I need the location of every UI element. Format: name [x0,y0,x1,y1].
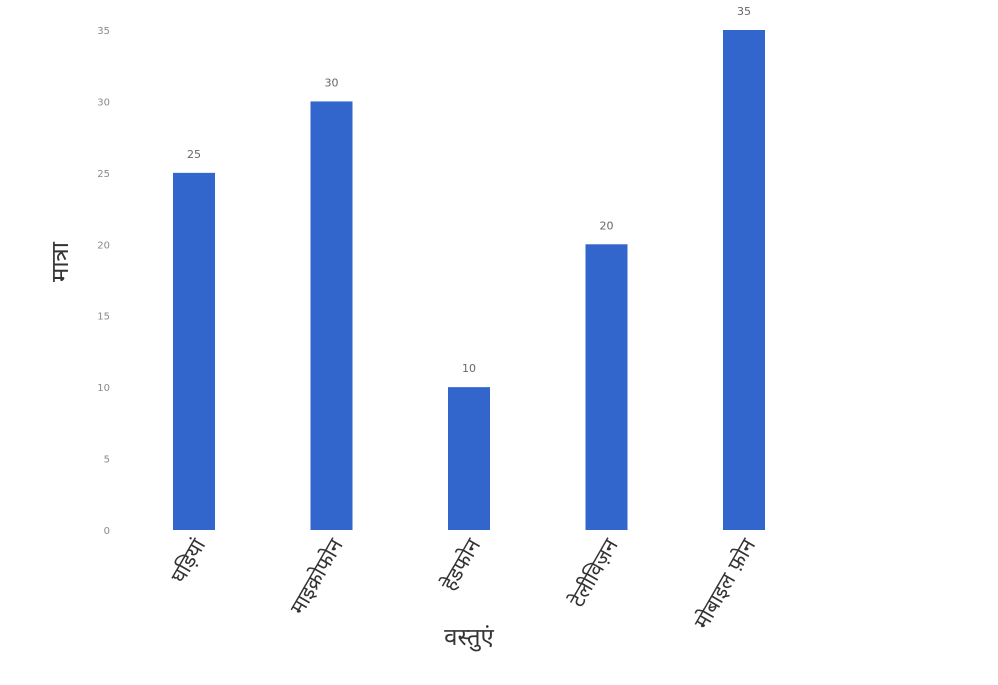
x-tick-label: टेलीविज़न [565,534,623,611]
bar-value-labels: 25 30 10 20 35 [187,5,751,375]
bar-value-label: 35 [737,5,751,18]
bar-value-label: 20 [600,219,614,232]
y-tick-label: 10 [97,383,110,394]
x-axis-title: वस्तुएं [444,623,494,652]
y-tick-label: 15 [97,312,110,323]
bar [585,244,628,531]
bar-value-label: 30 [325,76,339,89]
y-axis-ticks: 0 5 10 15 20 25 30 35 [97,26,110,537]
x-tick-label: हेडफोन [437,534,486,595]
bar [723,30,765,530]
x-axis-category-labels: घड़ियां माइक्रोफोन हेडफोन टेलीविज़न मोबाइल फ… [166,534,760,633]
bar-value-label: 25 [187,148,201,161]
x-tick-label: घड़ियां [166,534,210,587]
bar [448,387,490,530]
y-tick-label: 20 [97,240,110,251]
bar [310,101,353,530]
x-tick-label: माइक्रोफोन [285,534,348,618]
y-tick-label: 35 [97,26,110,37]
bar-value-label: 10 [462,362,476,375]
y-tick-label: 0 [104,526,110,537]
y-axis-title: मात्रा [46,241,74,282]
bars [173,30,765,531]
y-tick-label: 30 [97,97,110,108]
y-tick-label: 25 [97,169,110,180]
y-tick-label: 5 [104,455,110,466]
x-tick-label: मोबाइल फ़ोन [690,534,761,633]
bar [173,172,215,530]
